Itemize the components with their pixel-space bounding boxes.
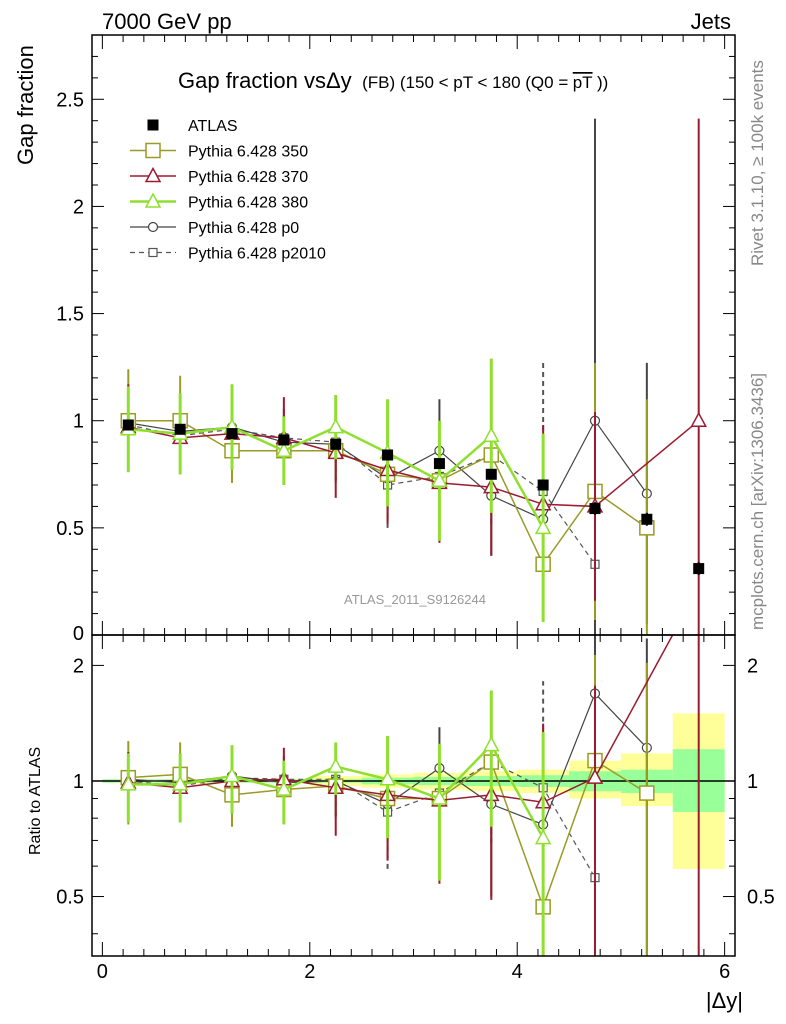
legend-marker [144,192,162,208]
data-point [122,419,134,431]
data-point [641,513,653,525]
process-label: Jets [691,9,731,34]
series-line-pythia-6-428-370 [128,420,700,508]
legend-item-pythia-6-428-p2010: Pythia 6.428 p2010 [130,246,326,263]
y-tick-label: 0 [73,623,84,645]
data-point [639,785,655,801]
data-point [327,418,344,434]
series-line-pythia-6-428-p2010 [128,761,596,878]
data-point [431,789,448,805]
legend-marker [147,221,159,233]
title-end: )) [597,73,608,92]
data-point [431,471,448,487]
ratio-y-tick-label-right: 0.5 [747,887,775,909]
data-point [483,736,500,752]
main-series [120,118,707,635]
data-point [275,780,293,796]
y-tick-label: 1.5 [56,304,84,326]
data-point [690,411,707,427]
x-tick-label: 0 [97,961,108,983]
title-small: (FB) (150 < pT < 180 (Q0 = [362,73,568,92]
rivet-label: Rivet 3.1.10, ≥ 100k events [748,60,767,266]
legend-item-pythia-6-428-p0: Pythia 6.428 p0 [130,220,299,237]
y-tick-label: 1 [73,411,84,433]
axis-ticks: 0.5 1 1.5 2 2.5 0 2 4 6 0.5 0.5 1 1 2 2 0 [56,34,775,983]
x-tick-label: 6 [719,961,730,983]
y-tick-label: 2 [73,196,84,218]
y-tick-label: 0.5 [56,518,84,540]
legend-label: Pythia 6.428 380 [188,195,308,212]
legend-label: Pythia 6.428 p2010 [188,246,326,263]
main-ylabel: Gap fraction [13,45,38,165]
data-point [537,479,549,491]
data-point [485,468,497,480]
energy-label: 7000 GeV pp [102,9,232,34]
series-atlas [122,419,705,575]
ratio-xlabel: |Δy| [706,988,743,1013]
legend-marker [147,119,159,131]
data-point [534,518,552,535]
x-tick-label: 4 [512,961,523,983]
data-point [275,441,293,457]
title-main: Gap fraction vsΔy [178,68,352,93]
legend-marker [145,142,161,159]
ratio-series [120,635,700,956]
legend-item-atlas: ATLAS [147,118,238,135]
data-point [120,775,137,791]
legend-marker [148,247,158,258]
data-point [693,563,705,575]
series-pythia-6-428-p2010 [123,681,600,956]
legend: ATLAS Pythia 6.428 350 Pythia 6.428 370 Pyt… [130,118,326,263]
data-point [483,426,500,442]
series-pythia-6-428-380 [120,358,552,623]
data-point [278,434,290,446]
ratio-uncertainty-bands [102,713,725,869]
data-point [223,766,241,783]
ratio-y-tick-label: 1 [73,771,84,793]
analysis-id: ATLAS_2011_S9126244 [344,592,486,607]
mcplots-label: mcplots.cern.ch [arXiv:1306.3436] [748,373,767,630]
data-point [382,449,394,461]
ratio-y-tick-label: 0.5 [56,887,84,909]
legend-marker [144,166,162,183]
title-pt: pT [573,73,593,92]
ratio-ylabel: Ratio to ATLAS [27,747,44,855]
legend-label: Pythia 6.428 p0 [188,220,299,237]
legend-label: Pythia 6.428 370 [188,169,308,186]
legend-item-pythia-6-428-380: Pythia 6.428 380 [130,192,308,212]
legend-item-pythia-6-428-350: Pythia 6.428 350 [130,142,308,161]
ratio-y-tick-label: 2 [73,655,84,677]
data-point [330,438,342,450]
plot-title: Gap fraction vsΔy (FB) (150 < pT < 180 (… [178,68,608,93]
ratio-y-tick-label-right: 2 [747,655,758,677]
ratio-y-tick-label-right: 1 [747,771,758,793]
data-point [433,458,445,470]
data-point [171,775,189,791]
legend-item-pythia-6-428-370: Pythia 6.428 370 [130,166,308,186]
data-point [226,428,238,440]
x-tick-label: 2 [304,961,315,983]
series-line-pythia-6-428-p2010 [128,424,596,565]
data-point [589,503,601,515]
legend-label: Pythia 6.428 350 [188,144,308,161]
series-pythia-6-428-380 [120,690,552,956]
data-point [586,768,604,784]
y-tick-label: 2.5 [56,89,84,111]
data-point [327,757,344,773]
data-point [174,423,186,435]
data-point [534,828,552,845]
legend-label: ATLAS [188,118,238,135]
data-point [379,770,396,786]
